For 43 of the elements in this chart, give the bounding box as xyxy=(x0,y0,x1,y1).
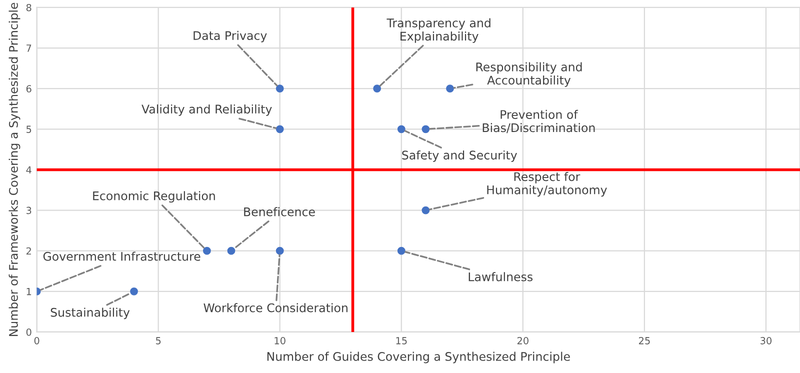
y-tick-label: 0 xyxy=(26,328,32,336)
annotation: Lawfulness xyxy=(468,272,533,282)
annotation: Prevention of Bias/Discrimination xyxy=(482,110,595,134)
x-tick-label: 20 xyxy=(517,337,528,344)
point xyxy=(422,206,430,214)
y-tick-label: 3 xyxy=(26,206,32,214)
point xyxy=(373,84,382,93)
point xyxy=(276,125,284,134)
annotation: Data Privacy xyxy=(194,30,267,42)
x-tick-label: 15 xyxy=(396,337,407,344)
annotation: Economic Regulation xyxy=(93,191,215,203)
y-axis-title: Number of Frameworks Covering a Synthesized Principle xyxy=(8,2,20,336)
annotation: Government Infrastructure xyxy=(43,252,200,261)
x-tick-label: 0 xyxy=(34,337,40,344)
point xyxy=(202,246,211,255)
point xyxy=(397,246,406,255)
annotation: Sustainability xyxy=(50,308,130,320)
y-tick-label: 4 xyxy=(26,166,32,174)
annotation: Validity and Reliability xyxy=(142,104,272,116)
point xyxy=(276,246,284,255)
point xyxy=(276,84,284,93)
y-tick-label: 7 xyxy=(26,44,32,52)
y-tick-label: 8 xyxy=(26,4,32,12)
x-axis-title: Number of Guides Covering a Synthesized Principle xyxy=(267,352,570,364)
annotation: Workforce Consideration xyxy=(204,303,348,312)
x-tick-label: 10 xyxy=(274,337,286,344)
y-tick-label: 2 xyxy=(26,247,31,255)
annotation: Transparency and Explainability xyxy=(386,18,490,43)
x-tick-label: 25 xyxy=(638,337,650,344)
y-tick-label: 5 xyxy=(26,126,32,133)
annotation: Respect for Humanity/autonomy xyxy=(487,172,607,197)
annotation: Beneficence xyxy=(244,207,315,216)
point xyxy=(446,84,454,93)
annotation: Safety and Security xyxy=(402,150,518,162)
point xyxy=(422,125,430,134)
y-tick-label: 6 xyxy=(26,85,32,92)
point xyxy=(130,287,138,296)
x-tick-label: 30 xyxy=(760,337,772,344)
point xyxy=(397,125,406,134)
annotation: Responsibility and Accountability xyxy=(476,62,582,87)
y-tick-label: 1 xyxy=(26,288,32,296)
x-tick-label: 5 xyxy=(156,337,161,344)
point xyxy=(227,246,236,255)
